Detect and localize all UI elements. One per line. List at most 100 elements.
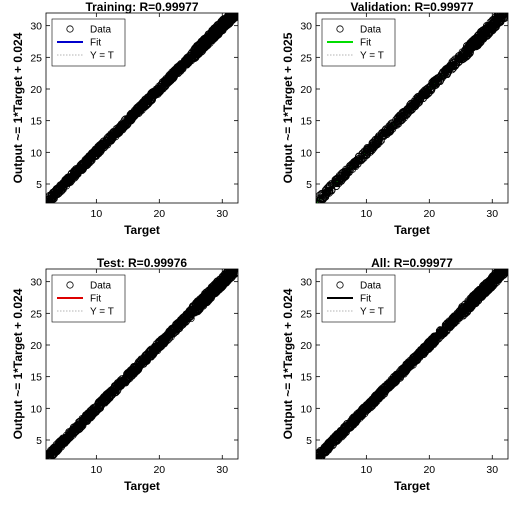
data-point [62, 176, 71, 184]
data-point [419, 91, 428, 99]
data-point [501, 269, 506, 270]
data-point [466, 40, 475, 49]
data-point [412, 352, 421, 361]
data-point [501, 262, 508, 269]
data-point [443, 70, 451, 78]
data-point [140, 99, 148, 107]
data-point [162, 78, 170, 87]
data-markers [46, 269, 238, 459]
plot-content [46, 269, 238, 459]
data-point [84, 411, 93, 420]
x-tick-label: 30 [486, 208, 498, 220]
y-tick-label: 15 [30, 116, 42, 128]
data-point [346, 165, 355, 173]
data-point [50, 449, 58, 458]
data-point [493, 13, 502, 20]
data-point [101, 396, 109, 405]
legend-label: Y = T [90, 307, 114, 318]
data-point [454, 56, 463, 64]
data-point [226, 13, 235, 21]
data-point [230, 269, 235, 270]
data-point [213, 281, 222, 289]
data-point [374, 134, 383, 142]
data-point [160, 82, 169, 91]
data-point [500, 13, 505, 14]
x-tick-label: 10 [361, 208, 373, 220]
data-point [325, 187, 333, 196]
data-markers [316, 262, 508, 459]
x-tick-label: 20 [153, 464, 165, 476]
data-point [102, 393, 110, 402]
data-point [488, 17, 496, 26]
data-point [463, 51, 472, 60]
data-point [419, 94, 427, 103]
data-point [172, 320, 180, 329]
data-point [321, 193, 329, 201]
data-point [196, 301, 205, 310]
data-point [173, 66, 182, 75]
data-point [464, 41, 473, 50]
legend-label: Y = T [90, 51, 114, 62]
data-point [72, 427, 81, 435]
y-tick-label: 10 [300, 147, 312, 159]
data-point [316, 199, 323, 203]
data-point [135, 360, 143, 369]
x-tick-label: 20 [153, 208, 165, 220]
data-point [421, 87, 430, 96]
data-point [467, 43, 475, 52]
data-point [147, 352, 155, 360]
data-point [427, 86, 436, 95]
data-point [368, 139, 377, 148]
data-point [501, 13, 506, 14]
x-tick-label: 20 [423, 208, 435, 220]
data-point [215, 285, 223, 293]
data-point [139, 356, 147, 364]
y-tick-label: 20 [30, 84, 42, 96]
data-point [423, 85, 432, 94]
data-point [205, 294, 213, 303]
data-point [221, 273, 230, 281]
data-point [316, 200, 322, 203]
data-point [70, 167, 79, 175]
data-point [219, 275, 228, 283]
data-point [349, 160, 357, 169]
data-point [196, 47, 204, 56]
x-axis-label: Target [124, 223, 160, 237]
data-point [179, 59, 188, 67]
data-point [379, 131, 388, 139]
data-point [106, 132, 114, 141]
y-tick-label: 25 [300, 52, 312, 64]
data-point [214, 280, 223, 288]
data-point [194, 50, 202, 58]
data-point [410, 101, 418, 109]
x-axis-label: Target [394, 223, 430, 237]
legend-label: Data [360, 25, 382, 36]
data-point [233, 13, 238, 14]
data-point [501, 13, 506, 14]
data-point [501, 13, 508, 22]
data-point [100, 141, 108, 150]
data-point [61, 439, 69, 447]
data-point [63, 437, 71, 445]
axes-frame [45, 12, 239, 204]
data-point [164, 73, 173, 82]
data-point [72, 168, 80, 177]
data-point [416, 92, 425, 100]
data-point [191, 53, 200, 62]
data-point [144, 97, 153, 105]
data-point [112, 125, 121, 133]
data-point [333, 177, 342, 185]
data-point [166, 326, 175, 335]
data-point [500, 6, 507, 13]
data-point [135, 362, 143, 371]
data-point [94, 406, 102, 414]
data-point [119, 123, 128, 132]
data-point [178, 316, 187, 324]
y-axis-label: Output ~= 1*Target + 0.024 [11, 288, 25, 439]
y-tick-label: 5 [36, 179, 42, 191]
data-point [363, 148, 371, 156]
data-point [80, 418, 88, 427]
data-point [146, 95, 155, 104]
